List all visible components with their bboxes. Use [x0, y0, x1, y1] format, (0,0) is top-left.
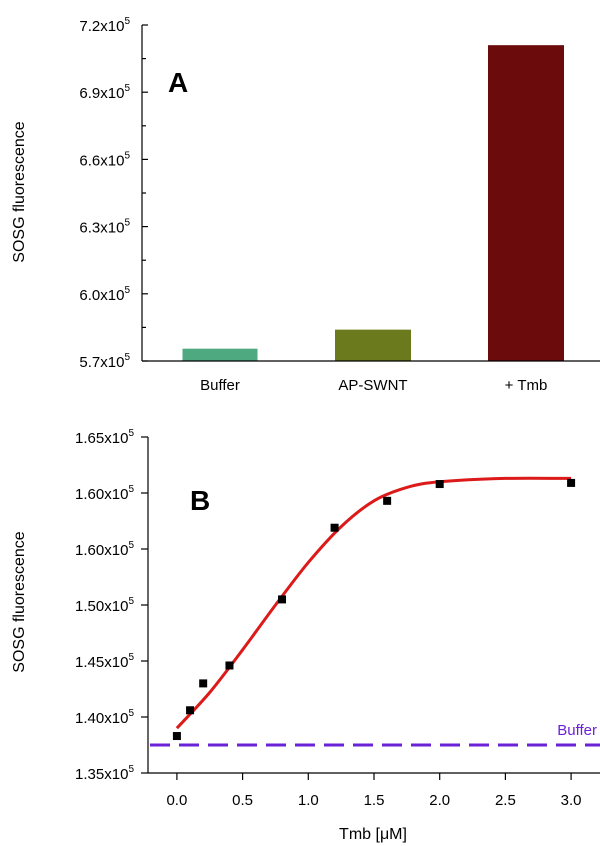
- panel-b-x-tick-label: 2.0: [429, 792, 450, 809]
- panel-b-x-tick-label: 1.5: [364, 792, 385, 809]
- panel-a-y-tick-label: 6.0x105: [79, 285, 130, 304]
- panel-b-y-ticks: 1.35x105 1.40x105 1.45x105 1.50x105 1.60x105…: [75, 428, 148, 783]
- panel-a-category-labels: Buffer AP-SWNT + Tmb: [200, 377, 547, 394]
- data-point: [383, 496, 392, 505]
- panel-b-y-tick-label: 1.35x105: [75, 764, 134, 783]
- data-point: [172, 732, 181, 741]
- fit-curve: [175, 476, 572, 730]
- panel-b-letter: B: [190, 485, 210, 516]
- panel-a-y-ticks: 5.7x105 6.0x105 6.3x105 6.6x105 6.9x105 7.2x1…: [79, 16, 148, 371]
- panel-a-category-label: AP-SWNT: [338, 377, 407, 394]
- panel-b-x-ticks: 0.0 0.5 1.0 1.5 2.0 2.5 3.0: [166, 773, 582, 809]
- buffer-reference-label: Buffer: [557, 722, 597, 739]
- panel-a-y-tick-label: 7.2x105: [79, 16, 130, 35]
- panel-b: SOSG fluorescence Tmb [μM] B 1.35x105 1.4…: [11, 428, 600, 843]
- bar-ap-swnt: [335, 329, 411, 361]
- panel-a-y-axis-label: SOSG fluorescence: [11, 121, 28, 263]
- panel-b-x-tick-label: 2.5: [495, 792, 516, 809]
- panel-b-y-tick-label: 1.60x105: [75, 484, 134, 503]
- panel-b-data-points: [172, 478, 576, 741]
- panel-a-y-tick-label: 6.9x105: [79, 83, 130, 102]
- panel-b-y-tick-label: 1.60x105: [75, 540, 134, 559]
- panel-b-x-tick-label: 1.0: [298, 792, 319, 809]
- panel-a-letter: A: [168, 67, 188, 98]
- data-point: [225, 661, 234, 670]
- data-point: [567, 478, 576, 487]
- panel-a-y-tick-label: 6.3x105: [79, 218, 130, 237]
- panel-a: SOSG fluorescence A 5.7x105 6.0x105 6.3x10…: [11, 16, 600, 394]
- data-point: [330, 523, 339, 532]
- data-point: [199, 679, 208, 688]
- data-point: [278, 595, 287, 604]
- panel-b-buffer-reference: Buffer: [150, 722, 600, 747]
- panel-b-x-axis-label: Tmb [μM]: [339, 826, 407, 843]
- panel-b-y-tick-label: 1.50x105: [75, 596, 134, 615]
- panel-a-bars: [182, 45, 564, 361]
- panel-a-y-tick-label: 5.7x105: [79, 352, 130, 371]
- panel-b-x-tick-label: 0.5: [232, 792, 253, 809]
- panel-b-x-tick-label: 0.0: [166, 792, 187, 809]
- panel-b-y-tick-label: 1.65x105: [75, 428, 134, 447]
- bar-buffer: [182, 348, 258, 361]
- panel-b-y-tick-label: 1.45x105: [75, 652, 134, 671]
- bar-tmb: [488, 45, 564, 361]
- panel-b-y-axis-label: SOSG fluorescence: [11, 531, 28, 673]
- data-point: [186, 706, 195, 715]
- panel-a-category-label: Buffer: [200, 377, 240, 394]
- panel-a-category-label: + Tmb: [505, 377, 548, 394]
- panel-a-y-tick-label: 6.6x105: [79, 150, 130, 169]
- panel-b-x-tick-label: 3.0: [561, 792, 582, 809]
- data-point: [435, 480, 444, 489]
- panel-b-y-tick-label: 1.40x105: [75, 708, 134, 727]
